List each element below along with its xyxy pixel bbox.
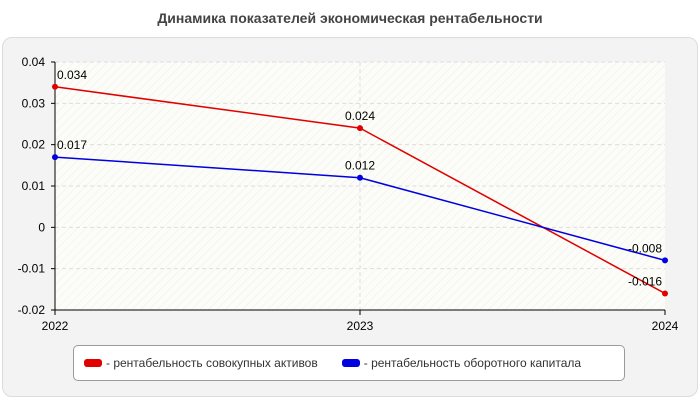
data-point: [52, 154, 58, 161]
series-layer: [52, 83, 668, 297]
axes: 0.04 0.03 0.02 0.01 0 -0.01 -0.02 2022 2023 2024: [18, 55, 679, 333]
legend-item-working-capital: - рентабельность оборотного капитала: [341, 356, 582, 370]
y-tick-label: 0.01: [22, 179, 46, 193]
y-tick-label: -0.01: [18, 262, 46, 276]
data-label: 0.012: [345, 159, 375, 173]
x-tick-label: 2023: [347, 319, 374, 333]
x-tick-label: 2024: [652, 319, 679, 333]
data-label: -0.016: [628, 274, 662, 288]
legend-label-assets: - рентабельность совокупных активов: [106, 356, 318, 370]
data-label: 0.017: [57, 138, 87, 152]
legend-swatch-assets: [84, 359, 102, 367]
y-tick-label: 0.03: [22, 96, 46, 110]
data-point: [52, 83, 58, 90]
data-point: [357, 125, 363, 132]
data-label: 0.024: [345, 109, 375, 123]
y-tick-label: 0.04: [22, 55, 46, 69]
legend-item-assets: - рентабельность совокупных активов: [84, 356, 318, 370]
legend: - рентабельность совокупных активов - ре…: [73, 345, 625, 381]
x-tick-label: 2022: [42, 319, 69, 333]
data-label: -0.008: [628, 241, 662, 255]
legend-swatch-working-capital: [341, 359, 360, 367]
y-tick-label: -0.02: [18, 303, 46, 317]
data-point: [357, 174, 363, 181]
data-labels: 0.034 0.024 -0.016 0.017 0.012 -0.008: [57, 68, 662, 289]
y-tick-label: 0.02: [22, 138, 46, 152]
chart-title: Динамика показателей экономическая рента…: [157, 10, 543, 26]
data-label: 0.034: [57, 68, 87, 82]
legend-label-working-capital: - рентабельность оборотного капитала: [363, 356, 582, 370]
y-tick-label: 0: [38, 220, 45, 234]
data-point: [662, 290, 668, 297]
data-point: [662, 257, 668, 264]
